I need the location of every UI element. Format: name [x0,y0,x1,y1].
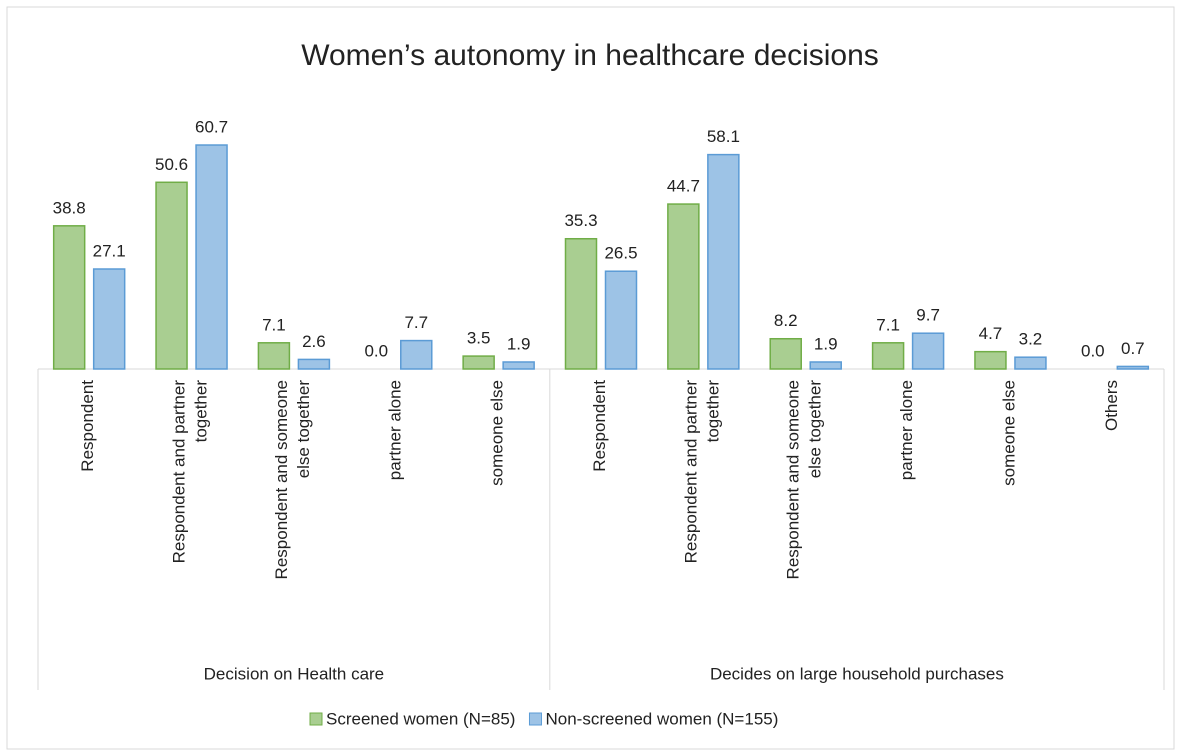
bar [667,203,700,370]
data-label: 1.9 [507,334,531,353]
data-label: 1.9 [814,334,838,353]
bar [195,144,228,370]
group-label: Decision on Health care [204,664,384,683]
x-tick-label: Respondent and partner together [170,380,211,564]
bar [809,361,842,370]
data-label: 3.5 [467,329,491,348]
group-label: Decides on large household purchases [710,664,1004,683]
x-tick-label: someone else [488,380,507,486]
x-tick-label: Respondent [79,380,98,472]
data-label: 4.7 [979,324,1003,343]
bar [92,268,126,370]
data-label: 2.6 [302,332,326,351]
chart-border [6,6,1175,750]
bar [974,350,1007,370]
x-tick-label: Respondent and someone else together [272,380,313,580]
bar [769,337,802,370]
data-label: 9.7 [916,306,940,325]
data-label: 58.1 [707,127,740,146]
legend-swatch [309,712,323,726]
legend-swatch [528,712,542,726]
data-label: 7.7 [404,313,428,332]
data-label: 0.0 [1081,341,1105,360]
data-label: 3.2 [1019,330,1043,349]
data-label: 50.6 [155,155,188,174]
bar [257,342,291,370]
bar [155,181,188,370]
data-label: 27.1 [93,241,126,260]
bar [400,339,433,370]
bar [871,342,905,370]
data-label: 8.2 [774,311,798,330]
chart-title: Women’s autonomy in healthcare decisions [301,39,879,72]
bar [707,153,740,370]
legend-label: Screened women (N=85) [326,709,515,728]
data-label: 38.8 [53,198,86,217]
bar [1116,365,1150,370]
bar [564,237,598,370]
bar [911,332,945,370]
x-tick-label: Others [1102,380,1121,431]
x-tick-label: someone else [1000,380,1019,486]
bar [1014,356,1047,370]
bar [502,361,535,370]
x-tick-label: partner alone [898,380,917,480]
data-label: 44.7 [667,177,700,196]
x-tick-label: Respondent and someone else together [784,380,825,580]
data-label: 7.1 [262,315,286,334]
bar [297,358,331,370]
data-label: 60.7 [195,118,228,137]
x-tick-label: Respondent and partner together [682,380,723,564]
data-label: 0.7 [1121,339,1145,358]
data-label: 0.0 [364,341,388,360]
data-label: 35.3 [564,211,597,230]
data-label: 26.5 [604,244,637,263]
x-tick-label: partner alone [386,380,405,480]
data-label: 7.1 [876,315,900,334]
bar [604,270,638,370]
legend-label: Non-screened women (N=155) [545,709,778,728]
x-tick-label: Respondent [590,380,609,472]
bar [462,355,495,370]
bar [52,225,86,370]
